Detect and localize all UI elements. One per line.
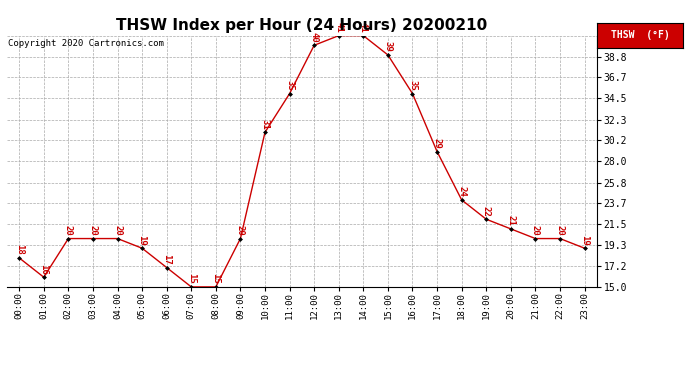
Text: 22: 22 [482,206,491,216]
Text: 20: 20 [555,225,564,236]
Text: 15: 15 [211,273,220,284]
Text: 41: 41 [334,22,343,33]
Text: 20: 20 [113,225,122,236]
Text: 19: 19 [580,235,589,246]
Text: 16: 16 [39,264,48,274]
Text: 18: 18 [14,244,23,255]
Text: 35: 35 [408,80,417,91]
Text: Copyright 2020 Cartronics.com: Copyright 2020 Cartronics.com [8,39,164,48]
Text: 20: 20 [64,225,73,236]
Text: 17: 17 [162,254,171,265]
Text: 15: 15 [187,273,196,284]
Text: 24: 24 [457,186,466,197]
Text: 39: 39 [384,41,393,52]
Text: 20: 20 [88,225,97,236]
Text: THSW  (°F): THSW (°F) [611,30,669,40]
Text: 20: 20 [236,225,245,236]
Text: 35: 35 [285,80,294,91]
Text: 20: 20 [531,225,540,236]
Text: 29: 29 [433,138,442,149]
Text: 19: 19 [137,235,146,246]
Text: 21: 21 [506,215,515,226]
Text: 31: 31 [261,119,270,129]
Text: 41: 41 [359,22,368,33]
Text: 40: 40 [310,32,319,42]
Title: THSW Index per Hour (24 Hours) 20200210: THSW Index per Hour (24 Hours) 20200210 [116,18,488,33]
